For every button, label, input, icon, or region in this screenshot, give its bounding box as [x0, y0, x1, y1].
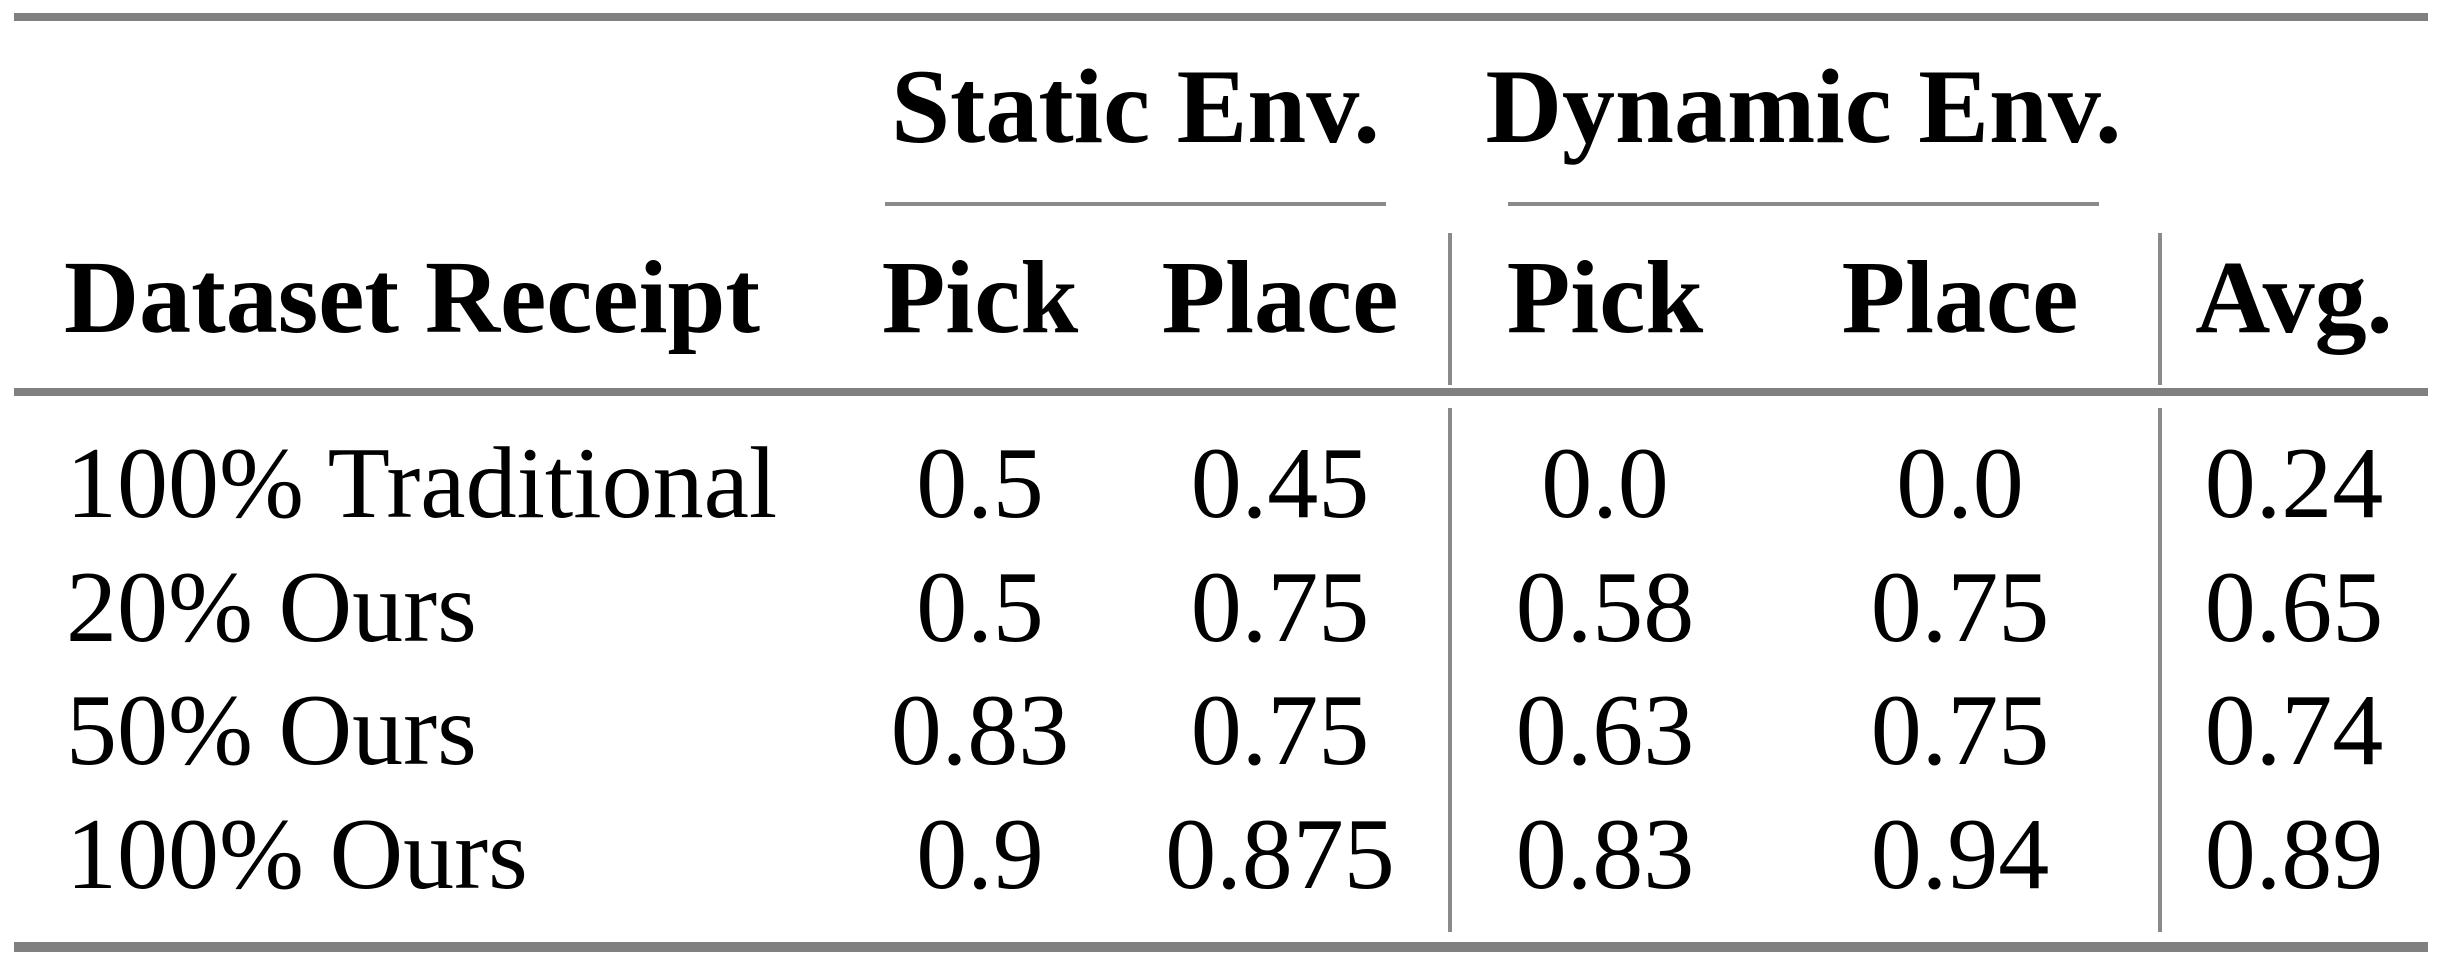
cell-dynamic-pick: 0.83: [1515, 797, 1695, 911]
row-label: 50% Ours: [66, 674, 477, 787]
cell-static-pick: 0.83: [890, 674, 1070, 787]
cell-dynamic-pick: 0.0: [1541, 427, 1669, 540]
group-header-dynamic-label: Dynamic Env.: [1485, 47, 2122, 165]
cell-avg: 0.65: [2204, 550, 2384, 664]
avg-separator-body: [2158, 408, 2162, 932]
col-header-dynamic-place: Place: [1841, 239, 2079, 355]
cell-dynamic-pick: 0.63: [1515, 674, 1695, 787]
col-header-static-place: Place: [1161, 239, 1399, 355]
cell-static-place: 0.75: [1190, 674, 1370, 787]
avg-separator-header: [2158, 233, 2162, 385]
dynamic-cmidrule: [1508, 202, 2099, 206]
static-cmidrule: [885, 202, 1386, 206]
cell-avg: 0.89: [2204, 797, 2384, 911]
group-header-dynamic: Dynamic Env.: [1450, 21, 2160, 206]
col-header-dynamic-pick: Pick: [1506, 239, 1704, 355]
table-header: Static Env. Dynamic Env. Dataset Receipt…: [14, 21, 2428, 388]
cell-dynamic-place: 0.75: [1870, 674, 2050, 787]
cell-dynamic-pick: 0.58: [1515, 550, 1695, 664]
top-rule: [14, 13, 2428, 21]
table-body: 100% Traditional 0.5 0.45 0.0 0.0 0.24 2…: [14, 396, 2428, 942]
cell-static-place: 0.75: [1190, 550, 1370, 664]
results-table: Static Env. Dynamic Env. Dataset Receipt…: [14, 13, 2428, 952]
group-header-static: Static Env.: [850, 21, 1450, 206]
cell-avg: 0.24: [2204, 427, 2384, 540]
col-header-dataset: Dataset Receipt: [64, 239, 760, 355]
col-header-avg: Avg.: [2195, 239, 2393, 355]
bottom-rule: [14, 942, 2428, 952]
cell-static-pick: 0.5: [916, 550, 1044, 664]
static-dynamic-separator-header: [1448, 233, 1452, 385]
cell-dynamic-place: 0.0: [1896, 427, 2024, 540]
group-header-static-label: Static Env.: [891, 47, 1380, 165]
cell-avg: 0.74: [2204, 674, 2384, 787]
row-label: 20% Ours: [66, 550, 477, 664]
col-header-static-pick: Pick: [881, 239, 1079, 355]
cell-static-place: 0.875: [1165, 797, 1395, 911]
row-label: 100% Traditional: [66, 427, 778, 540]
header-rule: [14, 388, 2428, 396]
cell-dynamic-place: 0.94: [1870, 797, 2050, 911]
cell-static-place: 0.45: [1190, 427, 1370, 540]
row-label: 100% Ours: [66, 797, 528, 911]
static-dynamic-separator-body: [1448, 408, 1452, 932]
cell-dynamic-place: 0.75: [1870, 550, 2050, 664]
cell-static-pick: 0.5: [916, 427, 1044, 540]
cell-static-pick: 0.9: [916, 797, 1044, 911]
